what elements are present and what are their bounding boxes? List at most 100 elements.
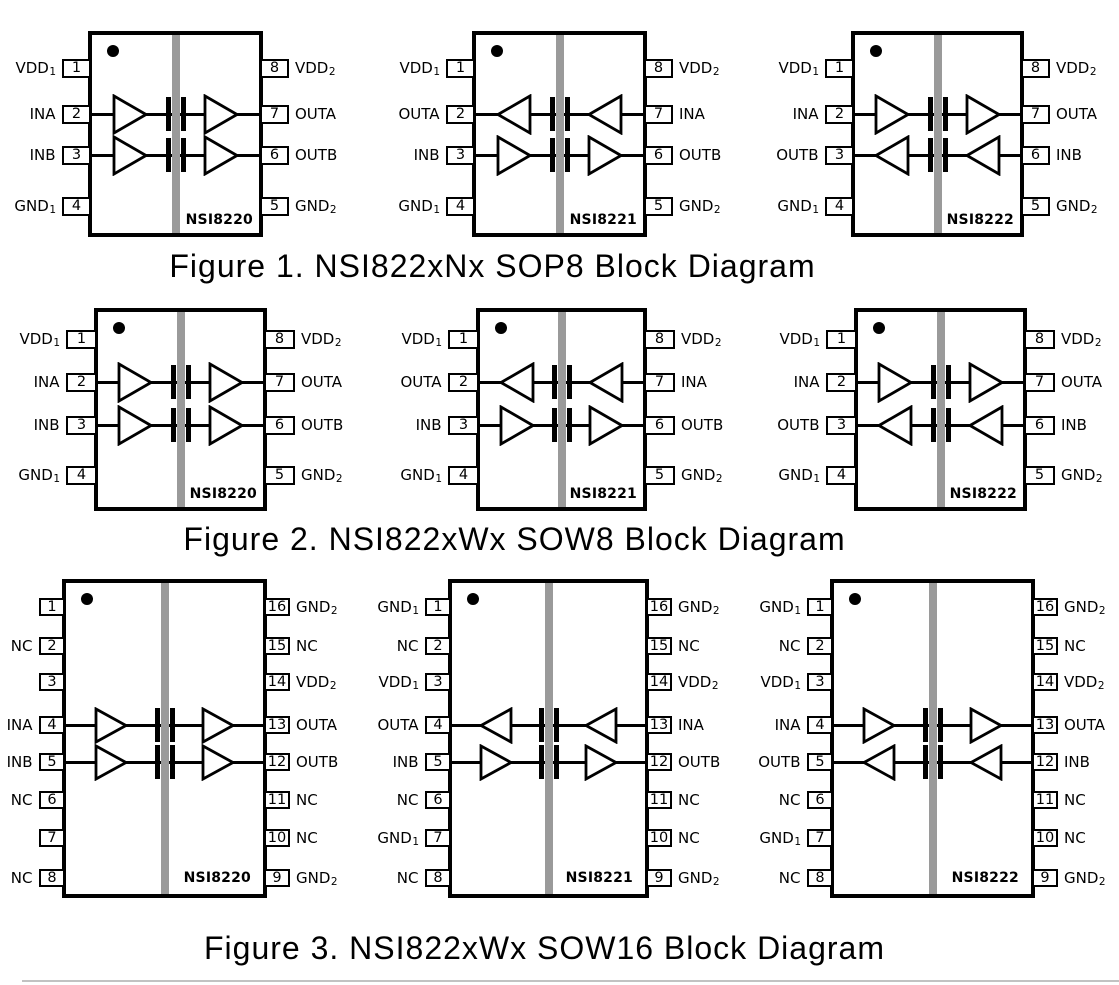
pin-label-text: GND [777,197,812,215]
pin-label-subscript: 1 [794,836,801,848]
isolation-cap [170,408,176,442]
pin-label: GND 2 [1064,597,1119,617]
isolation-cap [942,97,948,131]
isolation-barrier [160,583,169,894]
pin-box: 7 [260,104,289,124]
pin-label: GND 2 [679,196,809,216]
pin-label-text: GND [400,466,435,484]
pin-label: VDD 1 [0,58,56,78]
pin-label: OUTA [289,715,419,735]
pin-box: 1 [425,598,451,616]
buffer-amplifier-icon [496,134,532,176]
pin-label-subscript: 1 [813,473,820,485]
pin1-indicator-dot [495,322,507,334]
pin-box: 4 [425,716,451,734]
pin-label-text: VDD [778,59,812,77]
pin-label-text: GND [14,197,49,215]
pin-box: 13 [264,716,290,734]
pin-box: 5 [425,753,451,771]
buffer-amplifier-icon [588,404,625,446]
pin-box: 6 [260,145,289,165]
pin-label-text: GND [778,466,813,484]
pin-label-subscript: 2 [1089,66,1097,78]
pin-label-text: GND [678,598,713,616]
pin-label: GND 2 [296,868,426,888]
pin-label: OUTA [301,372,431,392]
pin-box: 5 [644,465,675,485]
pin-label: GND 1 [289,828,419,848]
pin-box: 1 [62,58,91,78]
isolation-cap [930,365,936,399]
pin-box: 4 [62,196,91,216]
pin-label-text: GND [296,869,331,887]
pin-label: INB [1061,415,1119,435]
pin-box: 11 [1032,791,1058,809]
buffer-amplifier-icon [968,361,1004,403]
pin-box: 5 [1024,465,1055,485]
pin-box: 8 [1021,58,1050,78]
pin-label-subscript: 1 [412,680,419,692]
pin-box: 14 [264,673,290,691]
pin-label-text: NC [296,829,318,847]
pin-label: VDD 1 [312,329,442,349]
pin-label-text: OUTB [295,146,338,164]
isolation-cap [566,365,572,399]
pin-label: OUTA [295,104,425,124]
pin-box: 9 [646,869,672,887]
isolation-cap [937,745,943,779]
pin-label-subscript: 1 [794,680,801,692]
pin-label: OUTB [295,145,425,165]
buffer-amplifier-icon [968,743,1003,781]
pin-label: INB [312,415,442,435]
pin-box: 10 [1032,829,1058,847]
pin-label-text: OUTA [1061,373,1103,391]
pin-label-text: GND [398,197,433,215]
pin-label-subscript: 1 [813,337,820,349]
pin-box: 15 [1032,637,1058,655]
pin-box: 10 [264,829,290,847]
pin-label-text: OUTB [681,416,724,434]
pin-box: 16 [646,598,672,616]
pin-label-text: NC [296,791,318,809]
pin-label: NC [1064,636,1119,656]
buffer-amplifier-icon [965,93,1001,135]
pin-box: 1 [446,58,475,78]
figure2-caption: Figure 2. NSI822xWx SOW8 Block Diagram [183,521,846,557]
pin-label: OUTB [671,752,801,772]
pin-label-text: OUTB [776,146,819,164]
pin-box: 1 [825,58,854,78]
pin-box: 6 [39,791,65,809]
isolation-cap [937,708,943,742]
pin-label-text: GND [759,598,794,616]
pin-label-text: INB [6,753,33,771]
pin-box: 1 [807,598,833,616]
pin-box: 11 [264,791,290,809]
pin-label: NC [0,636,33,656]
isolation-cap [180,138,186,172]
pin-label-subscript: 1 [433,204,440,216]
pin-label: GND 1 [0,465,60,485]
pin-label: GND 2 [1056,196,1119,216]
pin-box: 1 [66,329,97,349]
pin-box: 8 [260,58,289,78]
isolation-barrier [936,312,945,507]
isolation-barrier [544,583,553,894]
pin-box: 7 [39,829,65,847]
isolation-cap [165,97,171,131]
pin-label: NC [296,828,426,848]
buffer-amplifier-icon [587,134,624,176]
pin-label: VDD 2 [679,58,809,78]
pin-label-text: OUTA [377,716,419,734]
buffer-amplifier-icon [862,706,897,744]
pin1-indicator-dot [870,45,882,57]
figure3-caption: Figure 3. NSI822xWx SOW16 Block Diagram [204,930,885,966]
pin-label: INB [1056,145,1119,165]
isolation-cap [170,365,176,399]
pin-box: 5 [644,196,673,216]
pin-label-text: NC [1064,791,1086,809]
chip-name: NSI8221 [565,870,633,886]
pin-label: NC [0,790,33,810]
pin-label-text: VDD [678,673,712,691]
pin-label-text: NC [10,869,33,887]
